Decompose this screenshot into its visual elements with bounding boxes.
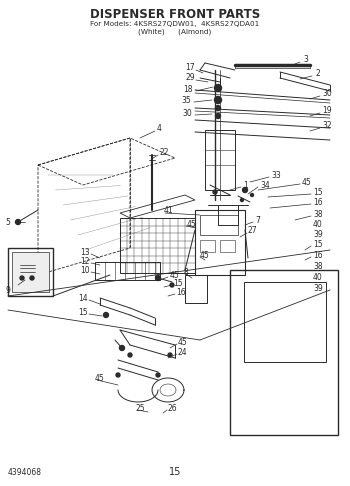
Text: 7: 7	[255, 215, 260, 225]
Text: 39: 39	[313, 283, 323, 293]
Circle shape	[128, 353, 132, 357]
Text: 2: 2	[315, 69, 320, 77]
Text: 9: 9	[5, 285, 10, 295]
Bar	[244, 282, 326, 362]
Text: 26: 26	[168, 403, 177, 413]
Bar	[195, 210, 245, 275]
Bar	[230, 270, 338, 435]
Circle shape	[216, 105, 220, 110]
Bar	[185, 275, 207, 303]
Text: 10: 10	[80, 265, 90, 275]
Text: 14: 14	[78, 294, 88, 302]
Text: 45: 45	[170, 271, 180, 279]
Text: 19: 19	[322, 105, 332, 115]
Text: 17: 17	[185, 63, 195, 71]
Text: 24: 24	[178, 347, 188, 357]
Bar	[200, 215, 238, 235]
Circle shape	[156, 373, 160, 377]
Text: 15: 15	[169, 467, 181, 477]
Text: 4394068: 4394068	[8, 468, 42, 476]
Circle shape	[243, 188, 247, 192]
Text: 4: 4	[157, 123, 162, 133]
Circle shape	[215, 85, 222, 91]
Text: DISPENSER FRONT PARTS: DISPENSER FRONT PARTS	[90, 7, 260, 20]
Text: For Models: 4KSRS27QDW01,  4KSRS27QDA01: For Models: 4KSRS27QDW01, 4KSRS27QDA01	[90, 21, 260, 27]
Text: 15: 15	[78, 308, 88, 316]
Text: 16: 16	[313, 250, 323, 260]
Text: 45: 45	[187, 220, 197, 228]
Text: 34: 34	[260, 180, 270, 190]
Circle shape	[155, 276, 161, 280]
Text: 33: 33	[271, 171, 281, 179]
Bar	[220, 240, 235, 252]
Circle shape	[170, 283, 174, 287]
Circle shape	[251, 193, 253, 196]
Bar	[95, 262, 160, 280]
Text: 15: 15	[313, 188, 323, 196]
Text: 16: 16	[176, 288, 186, 296]
Text: 41: 41	[164, 206, 174, 214]
Text: 12: 12	[80, 257, 90, 265]
Text: 38: 38	[313, 209, 323, 219]
Text: 3: 3	[303, 54, 308, 64]
Circle shape	[15, 220, 21, 225]
Text: 35: 35	[181, 96, 191, 104]
Text: 45: 45	[178, 337, 188, 347]
Text: 32: 32	[322, 121, 332, 129]
Bar	[205, 130, 235, 190]
Text: 40: 40	[313, 273, 323, 281]
Text: 16: 16	[313, 197, 323, 207]
Bar	[120, 218, 195, 273]
Text: 45: 45	[302, 177, 312, 187]
Circle shape	[116, 373, 120, 377]
Text: 30: 30	[322, 88, 332, 98]
Circle shape	[168, 353, 172, 357]
Text: 25: 25	[136, 403, 146, 413]
Circle shape	[215, 97, 222, 104]
Text: 29: 29	[185, 73, 195, 83]
Text: 45: 45	[95, 374, 105, 382]
Text: 45: 45	[200, 250, 210, 260]
Circle shape	[240, 198, 244, 202]
Circle shape	[30, 276, 34, 280]
Circle shape	[119, 346, 125, 350]
Bar	[200, 240, 215, 252]
Text: 18: 18	[183, 85, 193, 93]
Text: 39: 39	[313, 229, 323, 239]
Circle shape	[213, 190, 217, 194]
Circle shape	[216, 114, 220, 119]
Text: 13: 13	[80, 247, 90, 257]
Text: 8: 8	[183, 267, 188, 277]
Text: 40: 40	[313, 220, 323, 228]
Text: 15: 15	[173, 278, 183, 288]
Bar	[12, 252, 49, 292]
Text: 1: 1	[243, 180, 248, 190]
Text: (White)      (Almond): (White) (Almond)	[138, 29, 212, 35]
Text: 5: 5	[5, 218, 10, 226]
Text: 30: 30	[182, 108, 192, 118]
Text: 27: 27	[247, 226, 257, 235]
Circle shape	[20, 276, 24, 280]
Text: 38: 38	[313, 261, 323, 271]
Bar	[8, 248, 53, 296]
Text: 22: 22	[160, 147, 169, 156]
Circle shape	[104, 312, 108, 317]
Text: 15: 15	[313, 240, 323, 248]
